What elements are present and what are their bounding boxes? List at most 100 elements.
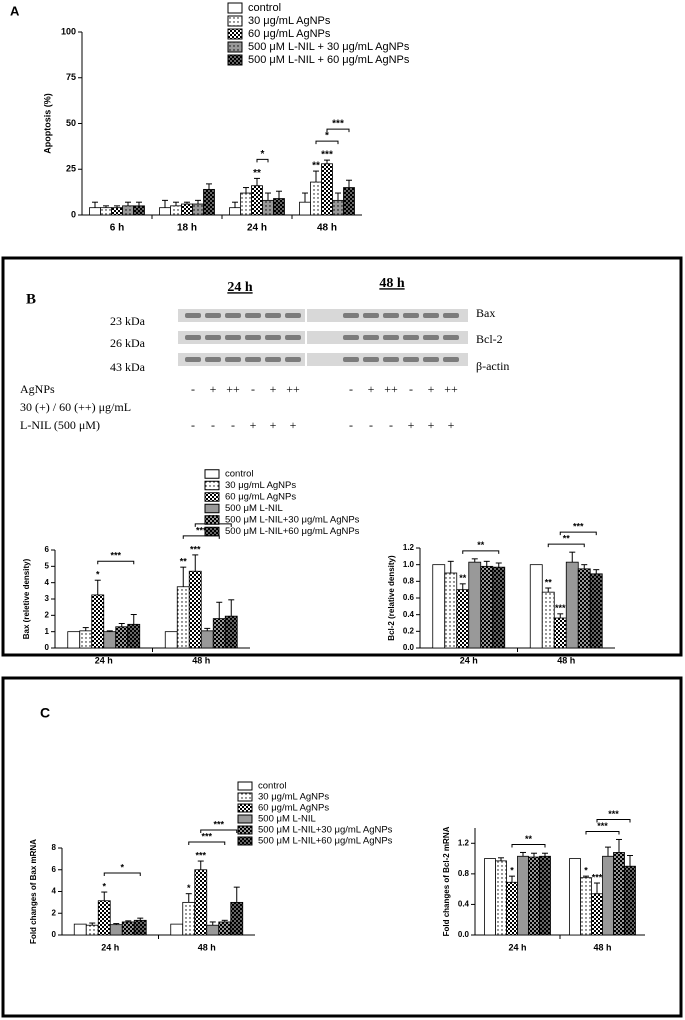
bracket-label: *** bbox=[597, 821, 608, 831]
y-tick-label: 2 bbox=[52, 908, 57, 917]
blot-band bbox=[423, 335, 439, 340]
y-axis-label: Fold changes of Bax mRNA bbox=[29, 839, 38, 944]
panel-label: C bbox=[40, 705, 50, 721]
bar bbox=[343, 187, 355, 216]
lane-sign: ++ bbox=[444, 382, 458, 396]
x-tick-label: 48 h bbox=[198, 942, 216, 952]
blot-band bbox=[265, 313, 281, 318]
error-bar bbox=[254, 177, 260, 186]
legend-swatch bbox=[204, 526, 220, 537]
panel-box bbox=[1, 256, 683, 657]
significance-star: *** bbox=[190, 544, 201, 554]
error-bar bbox=[483, 560, 490, 567]
blot-band bbox=[225, 335, 241, 340]
y-tick-label: 0.4 bbox=[403, 610, 415, 619]
legend-label: 500 μM L-NIL bbox=[258, 814, 316, 825]
error-bar bbox=[106, 630, 113, 632]
bracket-line bbox=[511, 843, 546, 848]
bar bbox=[580, 877, 592, 936]
blot-band bbox=[403, 335, 419, 340]
lane-sign: ++ bbox=[286, 382, 300, 396]
protein-label: Bcl-2 bbox=[476, 332, 503, 346]
blot-band bbox=[383, 357, 399, 362]
error-bar bbox=[113, 923, 120, 925]
row-label: 30 (+) / 60 (++) μg/mL bbox=[20, 400, 131, 414]
y-tick-label: 50 bbox=[66, 118, 76, 128]
bracket-label: *** bbox=[201, 831, 212, 841]
bar bbox=[203, 188, 215, 216]
y-tick-label: 0.2 bbox=[403, 626, 415, 635]
x-tick-label: 18 h bbox=[177, 223, 197, 234]
blot-strip bbox=[178, 331, 305, 344]
blot-band bbox=[383, 313, 399, 318]
bracket-label: *** bbox=[213, 819, 224, 829]
error-bar bbox=[583, 875, 589, 878]
blot-band bbox=[265, 357, 281, 362]
lane-sign: + bbox=[428, 382, 435, 396]
significance-bracket: *** bbox=[326, 119, 350, 133]
lane-sign: - bbox=[191, 382, 195, 396]
legend-swatch bbox=[204, 469, 220, 479]
bar bbox=[121, 921, 135, 936]
bar bbox=[613, 852, 625, 936]
legend-label: 500 μM L-NIL bbox=[225, 503, 283, 514]
significance-star: * bbox=[102, 881, 106, 891]
legend-swatch bbox=[227, 41, 243, 53]
y-tick-label: 0.4 bbox=[458, 900, 470, 909]
y-tick-label: 25 bbox=[66, 164, 76, 174]
x-tick-label: 48 h bbox=[593, 942, 611, 952]
legend-label: 500 μM L-NIL+30 μg/mL AgNPs bbox=[258, 825, 393, 836]
y-tick-label: 0 bbox=[45, 643, 50, 652]
bar bbox=[432, 564, 446, 649]
blot-band bbox=[245, 313, 261, 318]
legend-swatch bbox=[237, 836, 253, 846]
lane-sign: ++ bbox=[384, 382, 398, 396]
error-bar bbox=[627, 855, 633, 867]
y-tick-label: 1 bbox=[45, 627, 50, 636]
error-bar bbox=[162, 199, 168, 208]
legend-swatch bbox=[204, 480, 220, 491]
y-tick-label: 2 bbox=[45, 610, 50, 619]
panel-label: B bbox=[26, 291, 36, 307]
y-tick-label: 0.8 bbox=[458, 869, 470, 878]
error-bar bbox=[509, 875, 515, 883]
bracket-label: * bbox=[120, 862, 124, 872]
error-bar bbox=[209, 921, 216, 926]
bar bbox=[79, 630, 93, 649]
y-axis-label: Bax (reletive density) bbox=[22, 558, 31, 639]
bar bbox=[591, 893, 603, 936]
significance-star: * bbox=[187, 883, 191, 893]
error-bar bbox=[94, 579, 101, 595]
significance-star: ** bbox=[180, 557, 188, 567]
bar bbox=[539, 855, 551, 936]
bracket-line bbox=[188, 841, 226, 846]
error-bar bbox=[233, 886, 240, 903]
lane-sign: + bbox=[250, 418, 257, 432]
error-bar bbox=[313, 170, 319, 183]
lane-sign: + bbox=[368, 382, 375, 396]
bar bbox=[553, 617, 567, 649]
bracket-line bbox=[103, 872, 141, 877]
bar bbox=[188, 570, 202, 649]
bar bbox=[565, 561, 579, 649]
blot-band bbox=[205, 313, 221, 318]
error-bar bbox=[531, 852, 537, 858]
legend-swatch bbox=[204, 503, 220, 514]
lane-sign: + bbox=[210, 382, 217, 396]
blot-band bbox=[363, 335, 379, 340]
bar bbox=[176, 586, 190, 649]
lane-sign: + bbox=[428, 418, 435, 432]
y-tick-label: 0.0 bbox=[458, 930, 470, 939]
size-label: 43 kDa bbox=[110, 360, 146, 374]
bracket-label: *** bbox=[332, 119, 344, 130]
legend-label: 60 μg/mL AgNPs bbox=[258, 803, 329, 814]
bar bbox=[97, 900, 111, 936]
bar bbox=[122, 205, 134, 216]
blot-band bbox=[205, 335, 221, 340]
blot-band bbox=[225, 357, 241, 362]
significance-star: ** bbox=[253, 168, 261, 179]
bar bbox=[170, 205, 182, 216]
y-tick-label: 0.6 bbox=[403, 593, 415, 602]
error-bar bbox=[545, 587, 552, 593]
